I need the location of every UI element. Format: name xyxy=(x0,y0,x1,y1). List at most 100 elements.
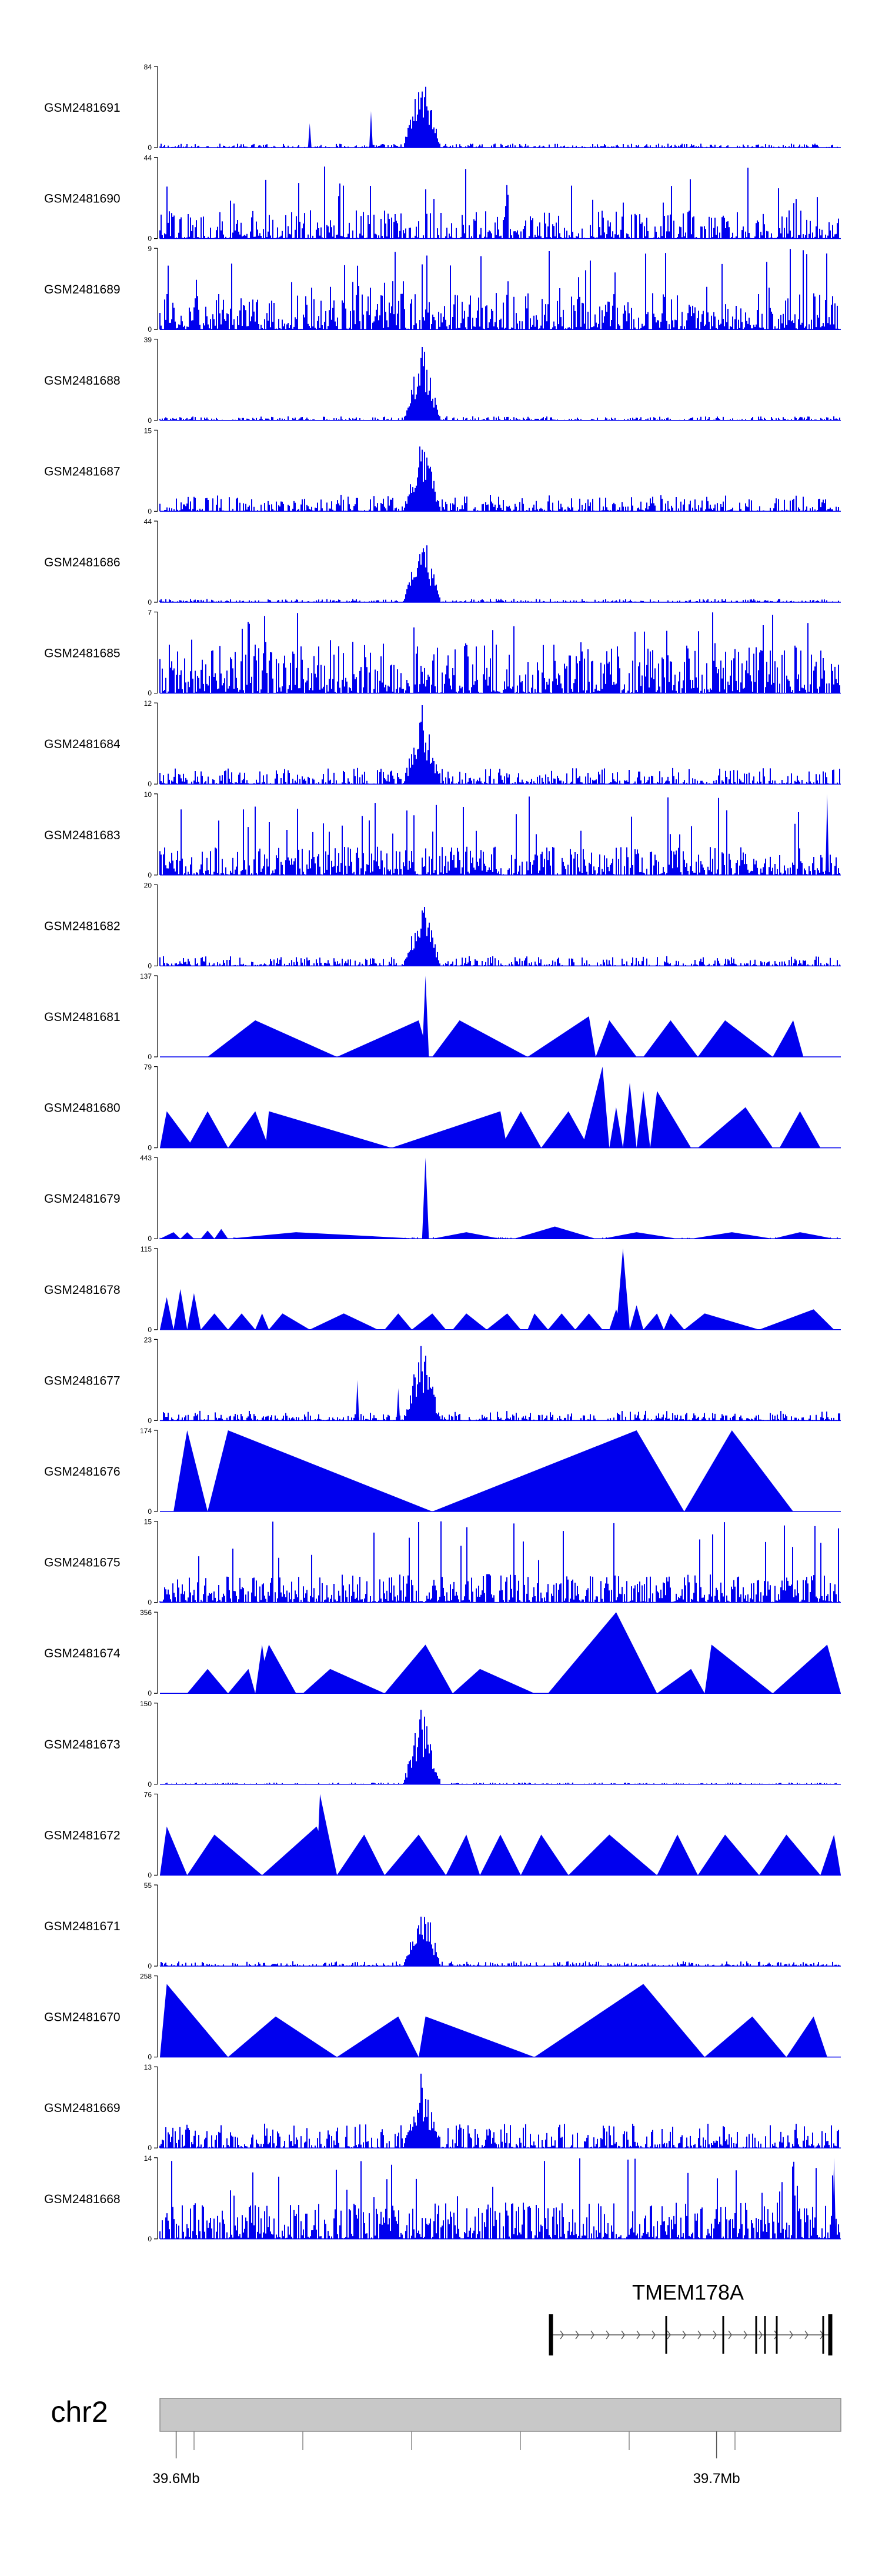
signal-spike xyxy=(355,1380,359,1421)
signal-triangle xyxy=(704,1644,773,1694)
strand-arrow xyxy=(789,2330,793,2340)
signal xyxy=(160,1066,821,1148)
signal-triangle xyxy=(446,1834,480,1876)
signal-triangle xyxy=(337,1834,385,1876)
track-GSM2481675: GSM2481675 15 0 xyxy=(44,1518,841,1607)
signal-triangle xyxy=(480,1834,521,1876)
track-GSM2481674: GSM2481674 356 0 xyxy=(44,1609,841,1697)
signal-spike xyxy=(825,793,829,875)
strand-arrow xyxy=(636,2330,640,2340)
signal-bars xyxy=(159,2073,839,2148)
signal-triangle xyxy=(228,1313,256,1330)
strand-arrow xyxy=(590,2330,594,2340)
track-GSM2481682: GSM2481682 20 0 xyxy=(44,881,841,970)
signal-bars xyxy=(159,1237,840,1239)
y-zero-label: 0 xyxy=(148,2144,152,2152)
y-max-label: 10 xyxy=(144,790,152,799)
signal xyxy=(160,1794,841,1876)
y-max-label: 174 xyxy=(140,1427,152,1435)
signal-triangle xyxy=(201,1313,228,1330)
signal-triangle xyxy=(160,1297,174,1330)
signal-triangle xyxy=(520,1834,569,1876)
signal-triangle xyxy=(208,1020,338,1057)
signal-triangle xyxy=(228,2016,338,2057)
track-name: GSM2481675 xyxy=(44,1556,121,1570)
signal xyxy=(159,446,840,512)
track-name: GSM2481674 xyxy=(44,1647,121,1660)
signal-triangle xyxy=(643,1020,698,1057)
track-name: GSM2481682 xyxy=(44,919,121,933)
signal-triangle xyxy=(228,1111,269,1148)
signal-triangle xyxy=(385,1313,412,1330)
signal-triangle xyxy=(160,1984,228,2057)
track-name: GSM2481681 xyxy=(44,1010,121,1024)
track-name: GSM2481690 xyxy=(44,192,121,206)
signal-triangle xyxy=(385,1834,446,1876)
track-name: GSM2481676 xyxy=(44,1465,121,1479)
signal-triangle xyxy=(452,1313,487,1330)
track-GSM2481676: GSM2481676 174 0 xyxy=(44,1427,841,1516)
signal-triangle xyxy=(759,1834,821,1876)
signal-triangle xyxy=(228,1232,419,1239)
signal-bars xyxy=(159,249,840,330)
y-zero-label: 0 xyxy=(148,598,152,606)
signal-triangle xyxy=(486,1313,521,1330)
gene-exon xyxy=(722,2316,724,2354)
signal xyxy=(159,86,838,148)
signal-spike xyxy=(369,111,373,148)
track-GSM2481679: GSM2481679 443 0 xyxy=(44,1154,841,1243)
signal-triangle xyxy=(548,1612,657,1694)
y-max-label: 115 xyxy=(141,1245,152,1253)
signal-triangle xyxy=(337,2016,419,2057)
signal-triangle xyxy=(684,1313,760,1330)
signal xyxy=(208,976,804,1057)
signal-bars xyxy=(159,545,840,602)
signal-triangle xyxy=(534,1984,705,2057)
track-name: GSM2481684 xyxy=(44,738,121,751)
track-name: GSM2481680 xyxy=(44,1102,121,1115)
track-name: GSM2481691 xyxy=(44,101,121,115)
signal-triangle xyxy=(173,1289,188,1330)
signal-spike xyxy=(396,1388,400,1421)
track-GSM2481670: GSM2481670 258 0 xyxy=(44,1973,841,2061)
track-name: GSM2481688 xyxy=(44,374,121,388)
signal-triangle xyxy=(541,1111,589,1148)
y-max-label: 356 xyxy=(140,1609,152,1617)
signal xyxy=(159,907,840,966)
y-max-label: 150 xyxy=(140,1700,152,1708)
signal-triangle xyxy=(419,2016,534,2057)
strand-arrow xyxy=(804,2330,808,2340)
signal-spike xyxy=(832,2157,836,2239)
y-zero-label: 0 xyxy=(148,1871,152,1879)
signal-triangle xyxy=(187,1669,228,1694)
track-name: GSM2481679 xyxy=(44,1192,121,1206)
signal-bars xyxy=(159,1916,840,1966)
y-max-label: 14 xyxy=(144,2154,152,2163)
signal-triangle xyxy=(208,1430,433,1511)
signal-bars xyxy=(159,796,840,875)
y-max-label: 76 xyxy=(144,1790,152,1798)
gene-exon xyxy=(755,2316,757,2354)
y-max-label: 7 xyxy=(148,609,152,617)
strand-arrow xyxy=(759,2330,763,2340)
signal-triangle xyxy=(432,1232,500,1239)
track-name: GSM2481678 xyxy=(44,1283,121,1297)
signal-triangle xyxy=(786,2016,827,2057)
track-name: GSM2481677 xyxy=(44,1374,121,1387)
strand-arrow xyxy=(652,2330,656,2340)
y-zero-label: 0 xyxy=(148,1689,152,1697)
signal-triangle xyxy=(432,1430,684,1511)
signal-triangle xyxy=(422,976,429,1057)
signal-triangle xyxy=(201,1230,215,1239)
signal xyxy=(160,1984,827,2057)
signal-triangle xyxy=(623,1083,637,1148)
y-zero-label: 0 xyxy=(148,507,152,515)
track-GSM2481673: GSM2481673 150 0 xyxy=(44,1700,841,1788)
signal xyxy=(159,2073,839,2148)
y-zero-label: 0 xyxy=(148,1507,152,1516)
y-zero-label: 0 xyxy=(148,1962,152,1970)
track-name: GSM2481668 xyxy=(44,2193,121,2206)
signal xyxy=(159,1346,840,1421)
y-max-label: 20 xyxy=(144,881,152,889)
